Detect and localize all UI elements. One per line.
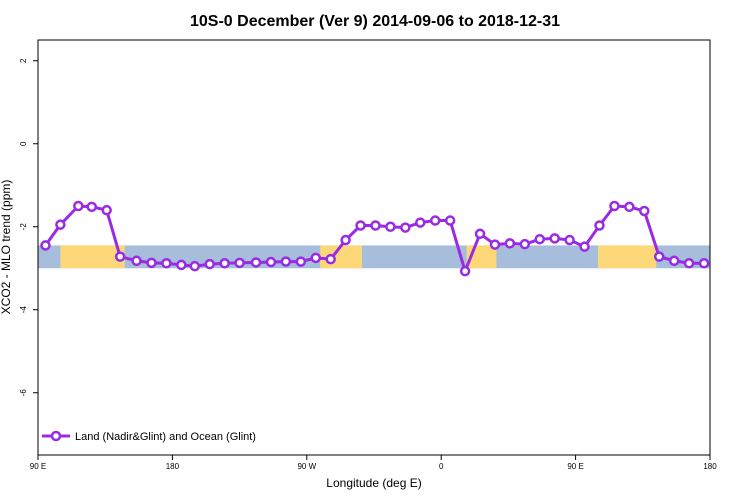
data-point-13 <box>234 257 245 269</box>
data-point-39 <box>624 201 635 213</box>
data-point-16 <box>280 256 292 267</box>
data-point-34 <box>549 233 560 244</box>
land-segment-3 <box>598 245 657 269</box>
data-point-25 <box>415 217 426 228</box>
data-point-19 <box>325 253 336 265</box>
data-point-23 <box>385 221 396 232</box>
data-point-32 <box>519 238 531 250</box>
data-point-30 <box>489 239 501 250</box>
y-axis: 2 0 -2 -4 -6 <box>19 58 38 396</box>
data-point-5 <box>114 251 126 262</box>
x-tick-label-2: 90 W <box>297 462 316 471</box>
data-point-37 <box>594 220 605 231</box>
data-point-29 <box>474 228 486 240</box>
data-point-42 <box>668 255 680 267</box>
x-axis-label: Longitude (deg E) <box>326 476 421 490</box>
data-point-17 <box>295 256 307 267</box>
data-point-10 <box>189 260 201 272</box>
data-point-9 <box>176 259 187 271</box>
data-point-15 <box>265 256 277 268</box>
x-tick-label-0: 90 E <box>30 462 46 471</box>
y-axis-label: XCO2 - MLO trend (ppm) <box>0 180 13 315</box>
legend: Land (Nadir&Glint) and Ocean (Glint) <box>42 430 256 443</box>
data-point-0 <box>40 240 51 251</box>
data-point-20 <box>340 234 351 246</box>
legend-marker-swatch <box>50 430 62 442</box>
y-tick-label-3: -4 <box>19 306 28 314</box>
x-tick-label-4: 90 E <box>567 462 583 471</box>
data-point-1 <box>55 219 66 230</box>
land-segment-0 <box>60 245 125 269</box>
data-point-35 <box>564 234 575 246</box>
y-tick-label-0: 2 <box>19 58 28 63</box>
data-point-18 <box>310 252 322 264</box>
x-tick-label-1: 180 <box>166 462 180 471</box>
series-layer <box>40 200 710 277</box>
data-point-27 <box>444 215 456 226</box>
data-point-7 <box>146 257 157 269</box>
data-point-4 <box>101 204 112 216</box>
x-axis: 90 E 180 90 W 0 90 E 180 <box>30 455 717 471</box>
data-point-28 <box>459 265 471 277</box>
data-point-36 <box>579 241 590 252</box>
y-tick-label-2: -2 <box>19 223 28 231</box>
legend-label: Land (Nadir&Glint) and Ocean (Glint) <box>75 431 256 443</box>
data-point-31 <box>504 238 516 249</box>
data-point-33 <box>534 233 546 245</box>
x-tick-label-3: 0 <box>439 462 444 471</box>
data-point-22 <box>370 220 381 231</box>
data-point-3 <box>86 201 98 213</box>
data-point-11 <box>204 258 215 270</box>
data-point-41 <box>653 251 665 262</box>
data-point-2 <box>73 200 84 212</box>
data-point-14 <box>250 257 262 268</box>
data-point-40 <box>639 205 650 217</box>
chart-title: 10S-0 December (Ver 9) 2014-09-06 to 201… <box>190 13 560 30</box>
data-point-12 <box>219 258 230 269</box>
data-point-24 <box>400 222 411 233</box>
y-tick-label-1: 0 <box>19 141 28 146</box>
data-point-6 <box>131 255 142 267</box>
data-point-44 <box>698 258 710 269</box>
y-tick-label-4: -6 <box>19 389 28 397</box>
data-point-38 <box>609 200 620 212</box>
data-point-8 <box>161 258 172 269</box>
plot-frame <box>37 39 711 456</box>
data-point-21 <box>355 220 366 231</box>
data-point-43 <box>683 258 695 269</box>
data-point-26 <box>429 215 441 226</box>
x-tick-label-5: 180 <box>703 462 717 471</box>
